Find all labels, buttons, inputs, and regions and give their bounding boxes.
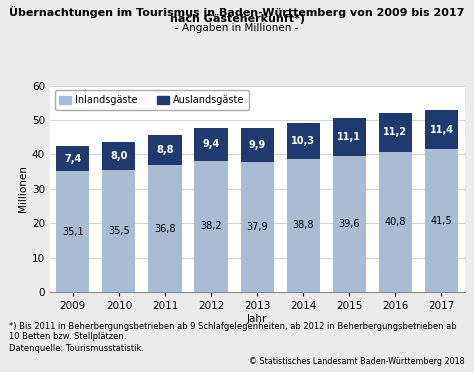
Bar (148, 135, 182, 166)
Text: 38,2: 38,2 (200, 221, 222, 231)
Text: 8,8: 8,8 (156, 145, 174, 155)
Text: 10,3: 10,3 (291, 136, 315, 146)
Bar (333, 118, 366, 156)
Text: - Angaben in Millionen -: - Angaben in Millionen - (175, 23, 299, 33)
Text: *) Bis 2011 in Beherbergungsbetrieben ab 9 Schlafgelegenheiten, ab 2012 in Beher: *) Bis 2011 in Beherbergungsbetrieben ab… (9, 322, 457, 331)
Text: 40,8: 40,8 (384, 217, 406, 227)
Bar (56, 171, 90, 292)
Text: 8,0: 8,0 (110, 151, 128, 161)
Bar (102, 142, 136, 170)
Bar (240, 128, 274, 161)
Bar (148, 166, 182, 292)
Text: Datenquelle: Tourismusstatistik.: Datenquelle: Tourismusstatistik. (9, 344, 145, 353)
Text: 37,9: 37,9 (246, 222, 268, 232)
Text: 9,4: 9,4 (202, 140, 219, 150)
Text: 11,4: 11,4 (429, 125, 454, 135)
Bar (379, 152, 412, 292)
Bar (425, 149, 458, 292)
Bar (194, 128, 228, 161)
Text: 10 Betten bzw. Stellplätzen.: 10 Betten bzw. Stellplätzen. (9, 332, 127, 341)
Text: © Statistisches Landesamt Baden-Württemberg 2018: © Statistisches Landesamt Baden-Württemb… (249, 357, 465, 366)
Text: 35,5: 35,5 (108, 226, 130, 236)
Bar (240, 161, 274, 292)
Text: 41,5: 41,5 (431, 216, 452, 226)
Bar (333, 156, 366, 292)
Text: 38,8: 38,8 (292, 220, 314, 230)
Bar (425, 110, 458, 149)
Text: 7,4: 7,4 (64, 154, 82, 164)
Bar (379, 113, 412, 152)
Bar (287, 123, 320, 158)
Bar (287, 158, 320, 292)
Legend: Inlandsgäste, Auslandsgäste: Inlandsgäste, Auslandsgäste (55, 90, 249, 110)
Bar (102, 170, 136, 292)
Text: 11,1: 11,1 (337, 132, 361, 142)
X-axis label: Jahr: Jahr (247, 314, 267, 324)
Text: 36,8: 36,8 (154, 224, 176, 234)
Text: 35,1: 35,1 (62, 227, 83, 237)
Text: nach Gästeherkunft*): nach Gästeherkunft*) (170, 14, 304, 24)
Text: 39,6: 39,6 (338, 219, 360, 229)
Text: Übernachtungen im Tourismus in Baden-Württemberg von 2009 bis 2017: Übernachtungen im Tourismus in Baden-Wür… (9, 6, 465, 17)
Bar (194, 161, 228, 292)
Text: 9,9: 9,9 (248, 140, 266, 150)
Text: 11,2: 11,2 (383, 127, 407, 137)
Bar (56, 146, 90, 171)
Y-axis label: Millionen: Millionen (18, 165, 27, 212)
